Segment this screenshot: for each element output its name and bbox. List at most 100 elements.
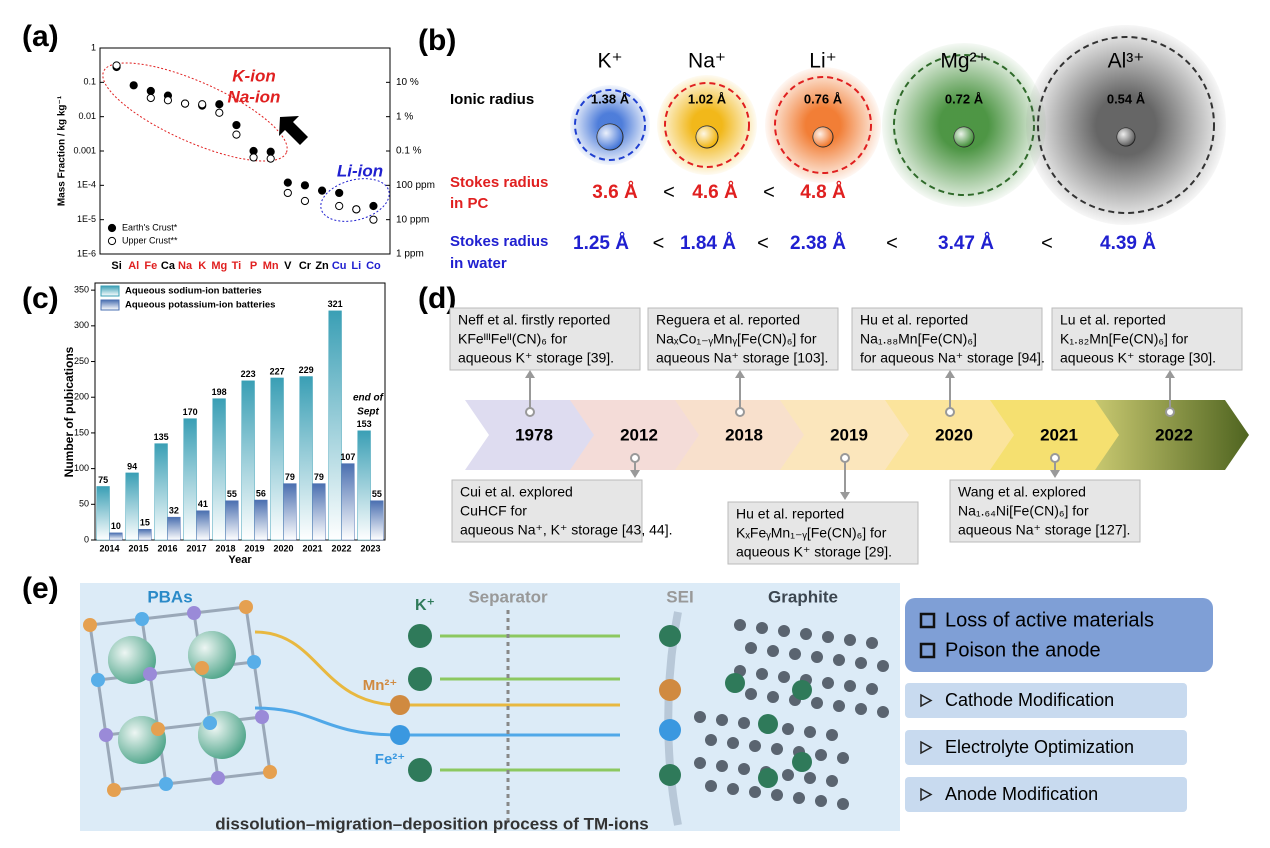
label: < — [1041, 232, 1053, 254]
label: 0.1 % — [396, 146, 422, 157]
label: < — [886, 232, 898, 254]
label: CuHCF for — [460, 503, 527, 519]
label: Loss of active materials — [945, 609, 1154, 631]
bar — [341, 463, 355, 541]
ion-glow — [765, 67, 881, 183]
data-point — [335, 201, 344, 211]
intercalated-ion — [758, 714, 778, 734]
graphite-atom — [727, 737, 739, 749]
label: 100 — [74, 463, 89, 473]
graphite-atom — [716, 714, 728, 726]
legend-swatch — [100, 299, 120, 311]
label: Ionic radius — [450, 91, 534, 108]
label: for aqueous Na⁺ storage [94]. — [860, 350, 1045, 366]
deposit — [659, 764, 681, 786]
label: Hu et al. reported — [736, 506, 844, 522]
data-point — [163, 96, 173, 105]
lattice-node — [247, 655, 261, 669]
label: 2022 — [1155, 425, 1193, 444]
intercalated-ion — [792, 752, 812, 772]
data-point — [335, 188, 344, 198]
bar — [125, 472, 139, 541]
label: 2020 — [273, 543, 293, 553]
label: Cr — [299, 260, 312, 272]
graphite-atom — [716, 760, 728, 772]
bar — [167, 516, 181, 541]
graphite-atom — [815, 795, 827, 807]
lattice-bond — [148, 673, 160, 730]
timeline-chevron — [780, 400, 914, 470]
graphite-atom — [837, 752, 849, 764]
graphite-atom — [738, 763, 750, 775]
graphite-atom — [877, 706, 889, 718]
label: Wang et al. explored — [958, 484, 1086, 500]
legend-swatch — [100, 285, 120, 297]
legend-marker — [107, 236, 117, 246]
ion-highlight — [696, 126, 718, 148]
label: 2020 — [935, 425, 973, 444]
graphite-atom — [833, 700, 845, 712]
connector-head — [1165, 370, 1175, 378]
label: Stokes radius — [450, 233, 548, 250]
label: aqueous Na⁺, K⁺ storage [43, 44]. — [460, 522, 672, 538]
label: (b) — [418, 24, 456, 57]
data-point — [283, 188, 292, 198]
bar — [370, 500, 384, 541]
label: 0.1 — [83, 77, 96, 87]
lattice-node — [91, 673, 105, 687]
label: 94 — [127, 461, 137, 471]
label: KFeᴵᴵᴵFeᴵᴵ(CN)₆ for — [458, 331, 567, 347]
label: Na⁺ — [688, 50, 726, 73]
data-point — [215, 100, 224, 109]
label: (c) — [22, 282, 59, 315]
label: < — [653, 232, 665, 254]
arrow — [279, 116, 308, 145]
label: Graphite — [768, 587, 838, 606]
legend-marker — [107, 223, 117, 233]
ion-glow — [1026, 25, 1226, 225]
label: 1978 — [515, 425, 553, 444]
label: Mn²⁺ — [363, 677, 398, 694]
data-point — [146, 93, 155, 103]
label: 10 ppm — [396, 214, 429, 225]
graphite-atom — [804, 726, 816, 738]
solvation-shell — [1037, 36, 1215, 214]
connector-dot — [525, 407, 535, 417]
label: (a) — [22, 20, 59, 53]
label: 100 ppm — [396, 180, 435, 191]
connector-head — [1050, 470, 1060, 478]
label: Ti — [232, 260, 242, 272]
label: 170 — [183, 407, 198, 417]
label: aqueous K⁺ storage [39]. — [458, 350, 614, 366]
checkbox — [919, 642, 936, 659]
graphite-atom — [771, 789, 783, 801]
label: Upper Crust** — [122, 235, 178, 245]
bar — [283, 483, 297, 541]
graphite-atom — [734, 619, 746, 631]
label: 1E-6 — [77, 248, 96, 258]
graphite-atom — [767, 645, 779, 657]
label: < — [663, 181, 675, 203]
graphite-atom — [789, 648, 801, 660]
data-point — [369, 201, 378, 211]
data-point — [352, 205, 361, 214]
label: 1.02 Å — [688, 91, 727, 106]
label: in water — [450, 255, 507, 272]
label: 3.6 Å — [592, 182, 638, 203]
graphite-atom — [815, 749, 827, 761]
label: 135 — [154, 432, 169, 442]
connector-head — [630, 470, 640, 478]
checkbox — [919, 612, 936, 629]
lattice-bond — [141, 611, 195, 621]
bar — [225, 500, 239, 541]
solvation-shell — [774, 76, 872, 174]
lattice-node — [159, 777, 173, 791]
timeline-chevron — [465, 400, 599, 470]
label: Hu et al. reported — [860, 312, 968, 328]
data-point — [112, 61, 121, 70]
graphite-atom — [793, 792, 805, 804]
deposit — [659, 679, 681, 701]
graphite-atom — [833, 654, 845, 666]
label: aqueous K⁺ storage [30]. — [1060, 350, 1216, 366]
label: Electrolyte Optimization — [945, 737, 1134, 757]
